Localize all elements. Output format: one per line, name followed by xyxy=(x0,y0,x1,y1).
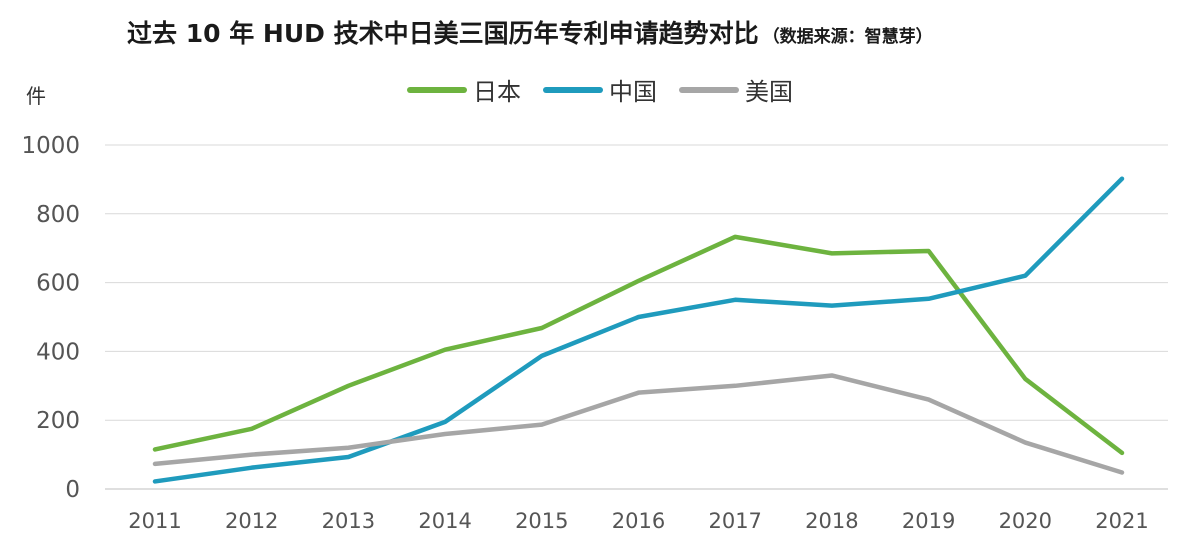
legend-item-0: 日本 xyxy=(407,72,521,107)
y-axis-unit-label: 件 xyxy=(26,84,46,108)
x-tick-label: 2018 xyxy=(805,509,858,533)
y-tick-label: 800 xyxy=(36,202,80,228)
series-line-2 xyxy=(152,373,1125,475)
chart-legend: 日本 中国 美国 xyxy=(0,72,1200,107)
legend-item-1: 中国 xyxy=(543,72,657,107)
series-line-0 xyxy=(152,234,1125,456)
y-tick-label: 600 xyxy=(36,271,80,297)
x-tick-label: 2011 xyxy=(128,509,181,533)
y-tick-label: 1000 xyxy=(21,133,80,159)
legend-swatch xyxy=(407,86,467,93)
x-tick-label: 2019 xyxy=(902,509,955,533)
series-line-1 xyxy=(152,176,1125,484)
x-tick-label: 2020 xyxy=(999,509,1052,533)
x-tick-label: 2012 xyxy=(225,509,278,533)
chart-subtitle: （数据来源：智慧芽） xyxy=(762,27,933,47)
legend-swatch xyxy=(543,86,603,93)
x-tick-label: 2015 xyxy=(515,509,568,533)
chart-title: 过去 10 年 HUD 技术中日美三国历年专利申请趋势对比 xyxy=(127,19,759,48)
y-tick-label: 0 xyxy=(65,477,80,503)
x-tick-label: 2014 xyxy=(418,509,471,533)
x-tick-label: 2021 xyxy=(1095,509,1148,533)
legend-label: 美国 xyxy=(745,78,793,106)
y-tick-label: 200 xyxy=(36,408,80,434)
legend-item-2: 美国 xyxy=(679,72,793,107)
chart-title-block: 过去 10 年 HUD 技术中日美三国历年专利申请趋势对比 （数据来源：智慧芽） xyxy=(127,14,933,50)
legend-swatch xyxy=(679,86,739,93)
legend-label: 日本 xyxy=(473,78,521,106)
x-tick-label: 2017 xyxy=(708,509,761,533)
y-tick-label: 400 xyxy=(36,339,80,365)
x-tick-label: 2013 xyxy=(322,509,375,533)
x-tick-label: 2016 xyxy=(612,509,665,533)
legend-label: 中国 xyxy=(609,78,657,106)
